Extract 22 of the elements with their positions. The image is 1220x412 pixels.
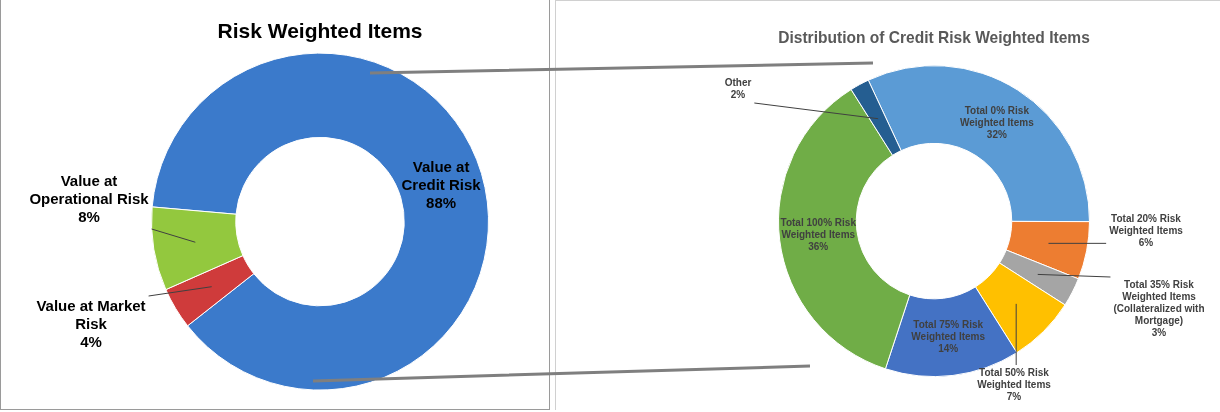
data-label: 6% <box>1138 236 1154 248</box>
slice-label: Value at Operational Risk <box>29 172 150 208</box>
data-label: 32% <box>986 128 1007 140</box>
slice-label: Other <box>724 76 752 88</box>
slice-label: Total 35% Risk Weighted Items (Collateralized with Mortgage) <box>1113 278 1205 326</box>
data-label: 7% <box>1006 390 1022 402</box>
data-label: 3% <box>1151 326 1167 338</box>
slice-label: Value at Market Risk <box>36 297 146 333</box>
slice-label: Total 20% Risk Weighted Items <box>1109 212 1184 236</box>
data-label: 4% <box>80 333 102 351</box>
data-label: 2% <box>730 88 746 100</box>
slice-label: Total 0% Risk Weighted Items <box>959 104 1035 128</box>
data-label: 88% <box>426 193 457 211</box>
data-label: 36% <box>808 241 829 253</box>
slice-label: Total 75% Risk Weighted Items <box>911 318 986 342</box>
slice-label: Total 100% Risk Weighted Items <box>780 217 857 241</box>
data-label: 8% <box>78 208 100 226</box>
slice-label: Value at Credit Risk <box>401 157 482 193</box>
slice-label: Total 50% Risk Weighted Items <box>977 366 1052 390</box>
chart-title: Distribution of Credit Risk Weighted Items <box>778 28 1091 47</box>
data-label: 14% <box>938 342 959 354</box>
chart-title: Risk Weighted Items <box>217 19 423 43</box>
